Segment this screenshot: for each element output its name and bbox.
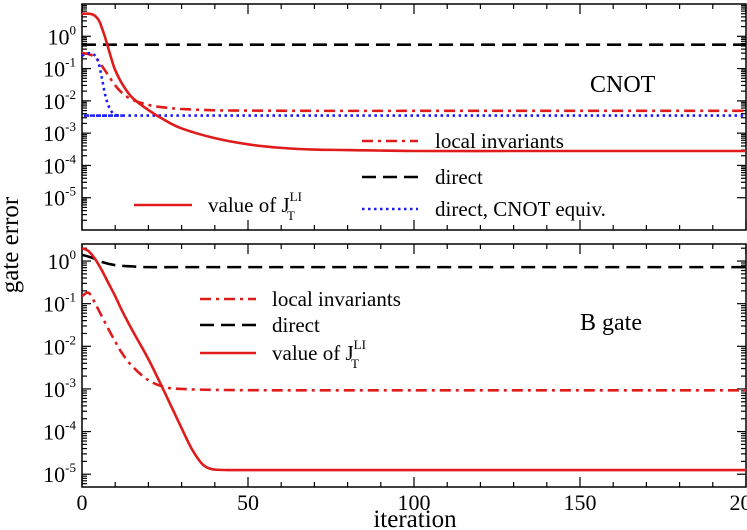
y-tick-label: 10-1 xyxy=(43,55,76,82)
y-tick-label: 10-1 xyxy=(43,290,76,317)
y-tick-label: 100 xyxy=(48,22,77,49)
panel-bgate-frame xyxy=(81,243,747,488)
y-tick-label: 10-3 xyxy=(43,375,76,402)
legend-direct-text: direct xyxy=(435,165,483,189)
panel-cnot-x-ticks xyxy=(81,4,747,230)
series-cnot-direct-cnot-equiv- xyxy=(82,51,746,117)
panel-bgate-legend: local invariants direct value of JLI T xyxy=(200,287,401,371)
y-tick-label: 100 xyxy=(48,247,77,274)
legend-b-value-main: value of J xyxy=(272,341,354,365)
panel-cnot-series xyxy=(82,12,746,153)
panel-bgate-y-ticks: 100 10-1 10-2 10-3 10-4 10-5 xyxy=(43,247,746,487)
panel-bgate-series xyxy=(82,247,746,472)
series-bgate-value-of-j-t-li xyxy=(82,247,746,472)
legend-b-local-invariants-text: local invariants xyxy=(272,287,401,311)
legend-b-value-sup: LI xyxy=(354,337,366,352)
legend-value-sub: T xyxy=(287,208,295,223)
legend-value-sup: LI xyxy=(290,189,302,204)
panel-cnot-frame xyxy=(81,3,747,231)
x-tick-label: 200 xyxy=(730,490,747,515)
panel-cnot: 100 10-1 10-2 10-3 10-4 10-5 CNOT local invar… xyxy=(43,3,747,231)
panel-bgate-x-ticks: 0 50 100 150 200 xyxy=(77,244,747,515)
y-axis-title: gate error xyxy=(0,196,24,293)
y-tick-label: 10-4 xyxy=(43,151,76,178)
x-tick-label: 50 xyxy=(237,490,259,515)
panel-bgate: 100 10-1 10-2 10-3 10-4 10-5 0 50 100 150 200 B g… xyxy=(43,243,747,515)
legend-value-main: value of J xyxy=(208,193,290,217)
series-bgate-direct xyxy=(82,253,746,269)
panel-cnot-legend: local invariants direct direct, CNOT equ… xyxy=(134,129,606,223)
y-tick-label: 10-5 xyxy=(43,184,76,211)
legend-b-value-text: value of JLI T xyxy=(272,337,366,371)
y-tick-label: 10-5 xyxy=(43,460,76,487)
series-cnot-value-of-j-t-li xyxy=(82,12,746,153)
x-tick-label: 150 xyxy=(564,490,597,515)
legend-b-value-sub: T xyxy=(351,356,359,371)
legend-b-direct-text: direct xyxy=(272,313,320,337)
series-bgate-local-invariants xyxy=(82,291,746,392)
panel-cnot-y-ticks: 100 10-1 10-2 10-3 10-4 10-5 xyxy=(43,4,746,221)
x-axis-title: iteration xyxy=(373,506,457,530)
panel-bgate-label: B gate xyxy=(580,310,642,336)
legend-value-text: value of JLI T xyxy=(208,189,302,223)
y-tick-label: 10-2 xyxy=(43,87,76,114)
legend-local-invariants-text: local invariants xyxy=(435,129,564,153)
y-tick-label: 10-2 xyxy=(43,332,76,359)
y-tick-label: 10-3 xyxy=(43,119,76,146)
series-cnot-local-invariants xyxy=(82,51,746,113)
panel-cnot-label: CNOT xyxy=(590,72,656,98)
y-tick-label: 10-4 xyxy=(43,418,76,445)
x-tick-label: 0 xyxy=(77,490,88,515)
legend-direct-cnot-text: direct, CNOT equiv. xyxy=(435,197,606,221)
x-tick-label: 100 xyxy=(398,490,431,515)
